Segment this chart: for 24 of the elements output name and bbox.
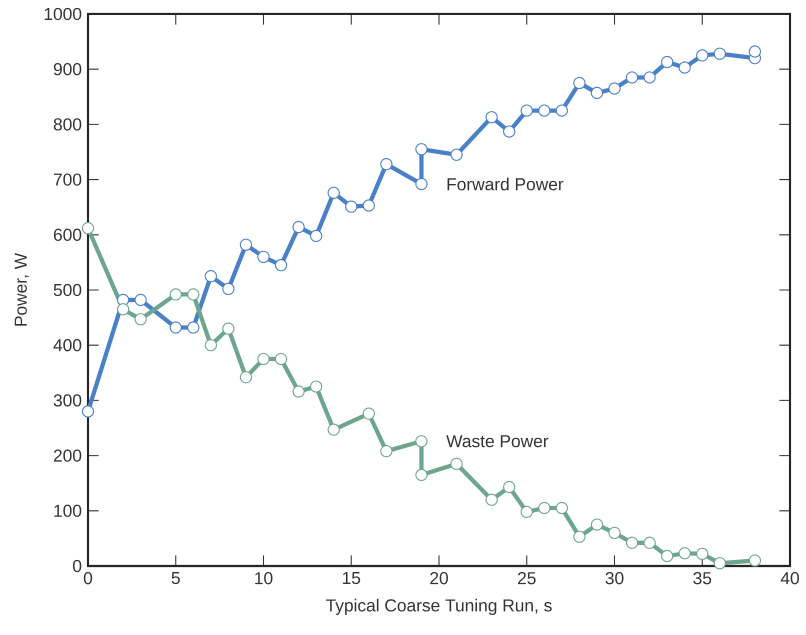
x-tick-label: 0 bbox=[84, 572, 92, 584]
x-tick-label: 15 bbox=[342, 572, 360, 584]
y-tick-label: 800 bbox=[54, 118, 82, 131]
y-tick-label: 300 bbox=[54, 394, 82, 407]
x-tick-label: 10 bbox=[255, 572, 272, 584]
y-tick-label: 900 bbox=[54, 63, 82, 76]
x-tick-label: 25 bbox=[518, 572, 536, 584]
series-label: Waste Power bbox=[446, 435, 548, 448]
y-tick-label: 100 bbox=[54, 504, 82, 517]
y-tick-label: 0 bbox=[72, 560, 82, 572]
y-tick-label: 600 bbox=[54, 228, 82, 241]
x-tick-label: 5 bbox=[172, 572, 180, 584]
x-tick-label: 30 bbox=[606, 572, 624, 584]
x-tick-label: 35 bbox=[693, 572, 712, 584]
y-tick-label: 500 bbox=[54, 284, 82, 296]
y-tick-label: 400 bbox=[53, 339, 82, 352]
x-axis-title: Typical Coarse Tuning Run, s bbox=[326, 598, 552, 615]
series-label: Forward Power bbox=[448, 178, 564, 190]
y-tick-label: 700 bbox=[54, 173, 82, 186]
x-tick-label: 40 bbox=[780, 572, 799, 584]
y-tick-label: 1000 bbox=[44, 8, 82, 20]
x-tick-label: 20 bbox=[430, 572, 448, 584]
y-axis-title: Power, W bbox=[14, 252, 29, 326]
y-tick-label: 200 bbox=[54, 449, 82, 462]
